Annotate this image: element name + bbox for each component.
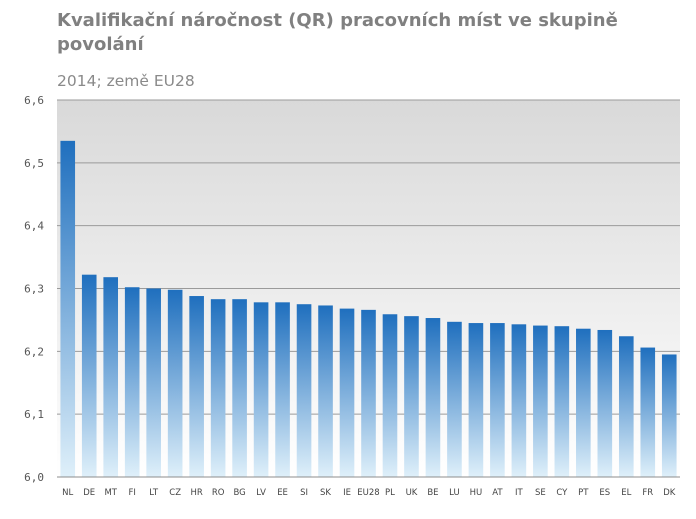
- x-tick-label: DK: [663, 488, 676, 498]
- x-tick-label: EE: [277, 488, 288, 498]
- x-tick-label: SI: [300, 488, 308, 498]
- bar-ro: [210, 299, 226, 477]
- bar-el: [618, 336, 634, 477]
- x-tick-label: CZ: [169, 488, 181, 498]
- bar-sk: [318, 305, 333, 477]
- y-tick-label: 6,1: [24, 408, 44, 421]
- x-tick-label: IT: [515, 488, 524, 498]
- bar-mt: [103, 277, 119, 477]
- bar-pl: [382, 314, 398, 477]
- bar-at: [490, 323, 505, 477]
- x-tick-label: DE: [83, 488, 95, 498]
- bar-se: [533, 325, 548, 477]
- bar-ee: [275, 302, 290, 477]
- x-tick-label: LT: [149, 488, 159, 498]
- bar-bg: [232, 299, 247, 477]
- x-tick-label: EU28: [357, 488, 379, 498]
- y-tick-label: 6,5: [24, 157, 44, 170]
- x-tick-label: SE: [535, 488, 546, 498]
- x-tick-label: PT: [578, 488, 589, 498]
- x-tick-label: CY: [556, 488, 568, 498]
- x-tick-label: RO: [212, 488, 225, 498]
- bar-fi: [124, 287, 140, 477]
- bar-hu: [468, 323, 484, 477]
- bar-lv: [253, 302, 269, 477]
- bar-ie: [339, 308, 355, 477]
- bar-pt: [576, 328, 591, 477]
- bar-lt: [146, 288, 161, 477]
- bar-fr: [640, 347, 656, 477]
- y-tick-label: 6,0: [24, 471, 44, 484]
- x-tick-label: LV: [256, 488, 266, 498]
- chart-subtitle: 2014; země EU28: [57, 72, 195, 90]
- x-axis-ticks: NL DE MT FI LT CZ HR RO BG LV EE SI SK IE EU28 PL UK BE LU…: [62, 488, 676, 498]
- bar-lu: [447, 321, 462, 477]
- x-tick-label: EL: [621, 488, 631, 498]
- x-tick-label: HR: [190, 488, 202, 498]
- bar-be: [425, 318, 441, 477]
- x-tick-label: BG: [233, 488, 245, 498]
- x-tick-label: MT: [104, 488, 117, 498]
- bar-es: [597, 329, 613, 477]
- y-tick-label: 6,3: [24, 283, 44, 296]
- chart-title: Kvalifikační náročnost (QR) pracovních m…: [57, 10, 618, 55]
- y-tick-label: 6,6: [24, 94, 44, 107]
- y-tick-label: 6,4: [24, 220, 44, 233]
- x-tick-label: LU: [449, 488, 460, 498]
- bar-cz: [167, 289, 183, 477]
- y-tick-label: 6,2: [24, 345, 44, 358]
- y-axis-ticks: 6,0 6,1 6,2 6,3 6,4 6,5 6,6: [24, 94, 44, 484]
- x-tick-label: FR: [642, 488, 653, 498]
- bar-eu28: [361, 309, 376, 477]
- x-tick-label: BE: [427, 488, 438, 498]
- bar-cy: [554, 326, 570, 477]
- x-tick-label: ES: [599, 488, 610, 498]
- x-tick-label: AT: [492, 488, 503, 498]
- bar-dk: [661, 354, 677, 477]
- bar-it: [511, 324, 527, 477]
- bar-hr: [189, 296, 204, 477]
- bar-si: [296, 304, 312, 477]
- bar-de: [81, 274, 97, 477]
- x-tick-label: FI: [128, 488, 135, 498]
- x-tick-label: IE: [343, 488, 351, 498]
- x-tick-label: HU: [470, 488, 483, 498]
- bar-nl: [60, 140, 76, 477]
- x-tick-label: NL: [62, 488, 73, 498]
- x-tick-label: SK: [320, 488, 331, 498]
- x-tick-label: PL: [385, 488, 395, 498]
- x-tick-label: UK: [406, 488, 418, 498]
- bar-uk: [404, 316, 419, 477]
- bars: [60, 140, 677, 477]
